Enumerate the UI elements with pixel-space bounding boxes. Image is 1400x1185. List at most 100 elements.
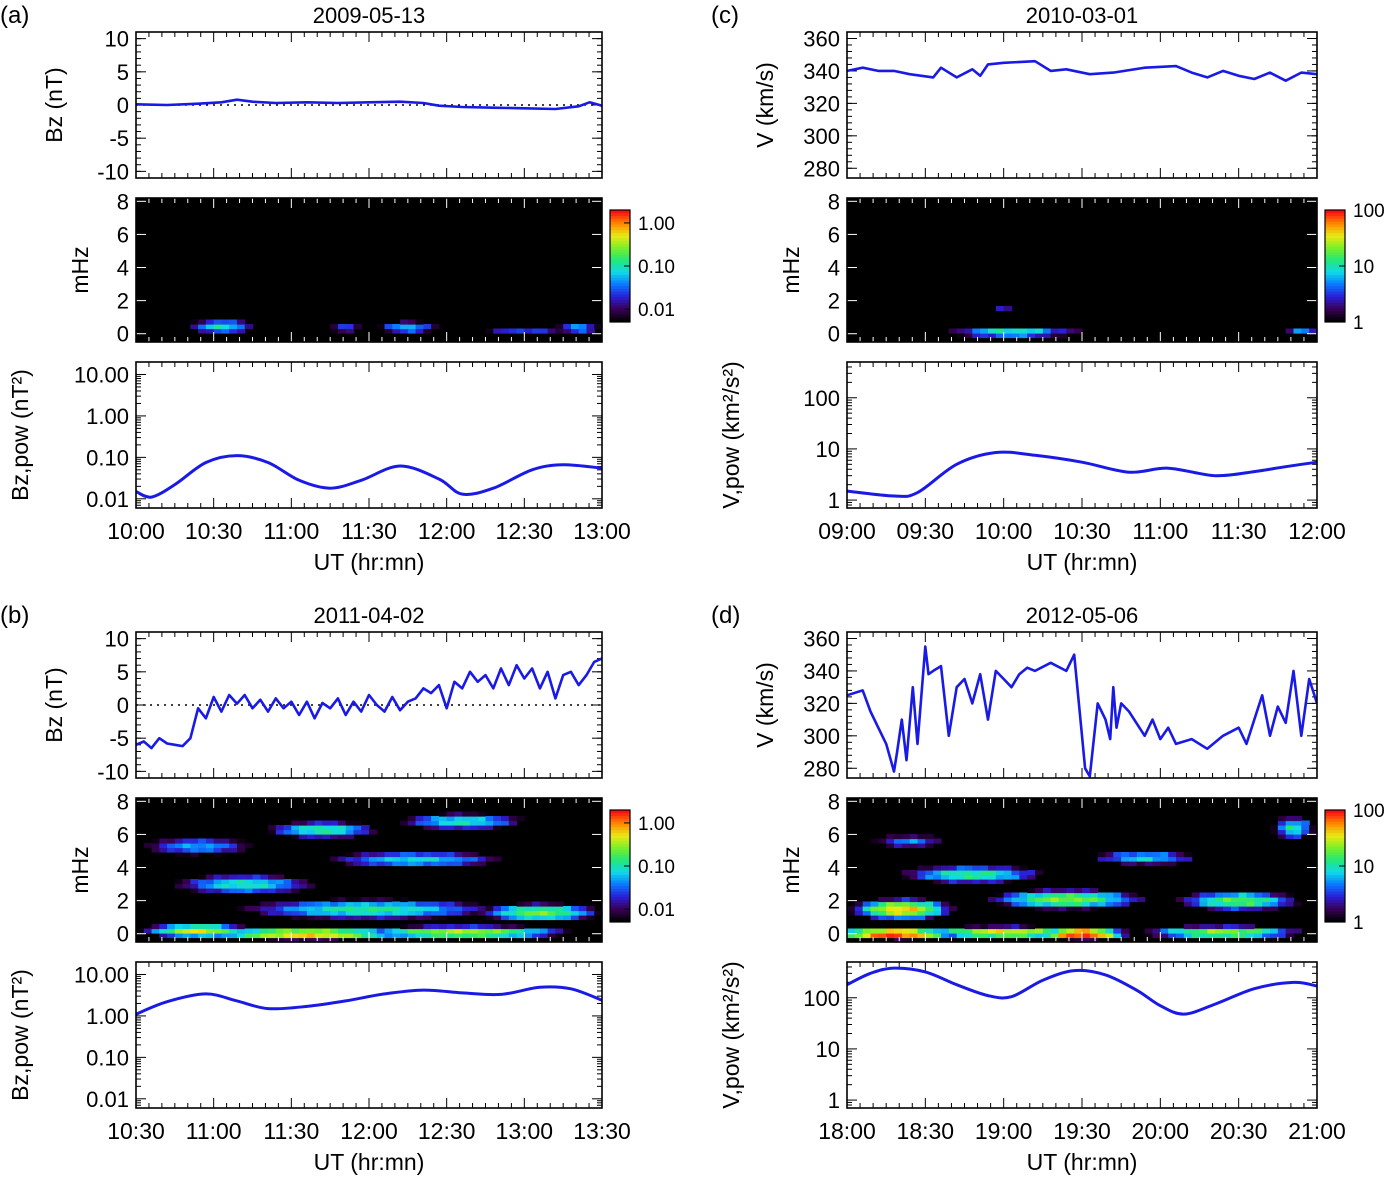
spectrogram-cell — [174, 883, 184, 889]
colorbar-segment — [1325, 246, 1345, 250]
spectrogram-cell — [221, 928, 230, 934]
spectrogram-cell — [446, 906, 456, 912]
spectrogram-cell — [1066, 897, 1075, 903]
spectrogram-cell — [392, 328, 401, 334]
spectrogram-cell — [917, 928, 926, 934]
spectrogram-cell — [555, 933, 564, 939]
spectrogram-cell — [995, 901, 1005, 907]
spectrogram-cell — [1121, 933, 1130, 939]
y-tick-label: 2 — [117, 889, 129, 914]
spectrogram-cell — [956, 928, 966, 934]
spectrogram-cell — [229, 319, 238, 325]
spectrogram-cell — [854, 933, 864, 939]
spectrogram-cell — [878, 928, 887, 934]
spectrogram-cell — [345, 852, 355, 858]
spectrogram-cell — [182, 843, 191, 849]
spectrogram-cell — [586, 324, 595, 330]
colorbar-segment — [1325, 316, 1345, 320]
x-tick-label: 11:00 — [1132, 518, 1188, 544]
spectrogram-cell — [361, 856, 370, 862]
spectrogram-cell — [1027, 892, 1036, 898]
spectrogram-plot: 0 2 4 6 8 mHz 1.00 0.10 0.01 — [67, 789, 675, 946]
spectrogram-cell — [252, 874, 261, 880]
spectrogram-cell — [956, 879, 966, 885]
spectrogram-cell — [415, 933, 424, 939]
x-tick-label: 18:30 — [897, 1118, 955, 1144]
spectrogram-cell — [306, 834, 316, 840]
spectrogram-cell — [1152, 933, 1161, 939]
x-tick-label: 12:00 — [340, 1118, 398, 1144]
spectrogram-cell — [1223, 897, 1232, 903]
spectrogram-cell — [1089, 937, 1099, 943]
spectrogram-cell — [454, 910, 463, 916]
spectrogram-cell — [972, 933, 981, 939]
spectrogram-cell — [345, 901, 355, 907]
spectrogram-cell — [361, 933, 370, 939]
x-tick-label: 10:30 — [185, 518, 243, 544]
spectrogram-cell — [213, 847, 223, 853]
spectrogram-cell — [1042, 892, 1052, 898]
timeseries-plot: -10 -5 0 5 10 Bz (nT) — [41, 27, 603, 184]
spectrogram-cell — [268, 906, 277, 912]
spectrogram-cell — [894, 937, 903, 943]
spectrogram-cell — [252, 888, 261, 894]
colorbar-segment — [1325, 919, 1345, 923]
spectrogram-cell — [508, 910, 518, 916]
y-tick-label: 2 — [828, 289, 840, 314]
colorbar-segment — [610, 268, 630, 273]
spectrogram-cell — [151, 847, 160, 853]
colorbar-segment — [610, 260, 630, 264]
spectrogram-cell — [330, 915, 339, 921]
spectrogram-cell — [330, 928, 339, 934]
spectrogram-cell — [1050, 892, 1060, 898]
colorbar-segment — [610, 826, 630, 831]
spectrogram-cell — [586, 328, 595, 334]
spectrogram-cell — [369, 901, 378, 907]
y-tick-label: 4 — [828, 856, 840, 881]
spectrogram-cell — [1050, 906, 1060, 912]
spectrogram-cell — [314, 928, 323, 934]
spectrogram-cell — [244, 883, 254, 889]
y-axis-label: V (km/s) — [752, 62, 778, 148]
spectrogram-cell — [337, 897, 347, 903]
spectrogram-cell — [190, 879, 199, 885]
spectrogram-cell — [1285, 933, 1295, 939]
spectrogram-cell — [1113, 856, 1122, 862]
spectrogram-cell — [415, 328, 424, 334]
y-tick-label: 10 — [105, 27, 129, 52]
spectrogram-cell — [1277, 897, 1287, 903]
spectrogram-cell — [337, 825, 347, 831]
spectrogram-cell — [532, 901, 541, 907]
spectrogram-cell — [1097, 892, 1107, 898]
spectrogram-cell — [407, 901, 417, 907]
colorbar-segment — [610, 829, 630, 833]
spectrogram-cell — [159, 847, 168, 853]
spectrogram-cell — [501, 816, 510, 822]
spectrogram-cell — [1074, 897, 1083, 903]
spectrogram-cell — [151, 838, 160, 844]
colorbar-segment — [1325, 913, 1345, 917]
spectrogram-cell — [594, 324, 603, 330]
spectrogram-cell — [925, 933, 934, 939]
spectrogram-cell — [909, 843, 919, 849]
spectrogram-cell — [306, 820, 316, 826]
spectrogram-cell — [198, 874, 207, 880]
spectrogram-cell — [236, 883, 246, 889]
spectrogram-cell — [469, 856, 479, 862]
spectrogram-cell — [862, 901, 872, 907]
spectrogram-cell — [275, 937, 285, 943]
spectrogram-cell — [1262, 928, 1271, 934]
spectrogram-cell — [886, 838, 895, 844]
spectrogram-cell — [1011, 901, 1020, 907]
spectrogram-cell — [322, 820, 331, 826]
spectrogram-cell — [213, 852, 223, 858]
spectrogram-cell — [1277, 829, 1287, 835]
spectrogram-cell — [345, 915, 355, 921]
spectrogram-cell — [438, 906, 448, 912]
spectrogram-background — [136, 798, 602, 942]
spectrogram-cell — [159, 843, 168, 849]
spectrogram-cell — [516, 328, 525, 334]
spectrogram-cell — [400, 915, 409, 921]
spectrogram-cell — [376, 324, 386, 330]
spectrogram-cell — [1066, 892, 1075, 898]
